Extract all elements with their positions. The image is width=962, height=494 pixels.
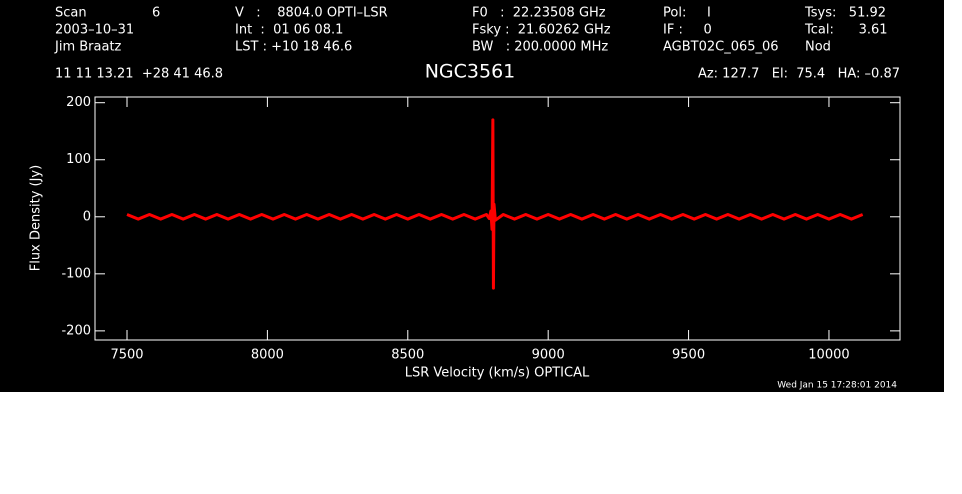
y-tick-label: 0 — [83, 209, 91, 224]
x-tick-label: 8000 — [251, 348, 284, 363]
y-tick-label: -100 — [61, 266, 91, 281]
header-field: LST : +10 18 46.6 — [235, 40, 352, 55]
y-tick-label: -200 — [61, 323, 91, 338]
x-tick-label: 9000 — [532, 348, 565, 363]
x-tick-label: 9500 — [672, 348, 705, 363]
x-tick-label: 8500 — [391, 348, 424, 363]
header-field: Jim Braatz — [54, 40, 122, 55]
plot-frame — [94, 96, 901, 341]
timestamp: Wed Jan 15 17:28:01 2014 — [777, 381, 897, 391]
x-tick-label: 7500 — [110, 348, 143, 363]
x-tick-label: 10000 — [808, 348, 849, 363]
header-field: Int : 01 06 08.1 — [235, 23, 343, 38]
header-field: Fsky : 21.60262 GHz — [472, 23, 611, 38]
header-field: Tcal: 3.61 — [804, 23, 888, 38]
header-field: IF : 0 — [663, 23, 712, 38]
header-field: BW : 200.0000 MHz — [472, 40, 608, 55]
header-field: Tsys: 51.92 — [804, 6, 886, 21]
chart-title: NGC3561 — [425, 61, 516, 83]
header-field: 6 — [152, 6, 160, 21]
position: Az: 127.7 El: 75.4 HA: –0.87 — [698, 67, 900, 82]
header-field: F0 : 22.23508 GHz — [472, 6, 606, 21]
header-field: Scan — [55, 6, 87, 21]
header-field: AGBT02C_065_06 — [663, 40, 779, 55]
y-axis-label: Flux Density (Jy) — [29, 165, 44, 271]
header-field: V : 8804.0 OPTI–LSR — [235, 6, 388, 21]
header-field: Nod — [805, 40, 831, 55]
y-tick-label: 200 — [66, 95, 91, 110]
header-field: 2003–10–31 — [55, 23, 134, 38]
coords: 11 11 13.21 +28 41 46.8 — [55, 67, 223, 82]
x-axis-label: LSR Velocity (km/s) OPTICAL — [405, 366, 590, 381]
header-field: Pol: I — [663, 6, 711, 21]
y-tick-label: 100 — [66, 152, 91, 167]
plot-background — [0, 0, 944, 392]
spectrum-line — [126, 118, 864, 290]
